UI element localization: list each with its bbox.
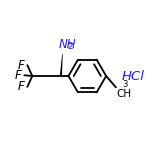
Polygon shape (60, 54, 63, 75)
Text: HCl: HCl (122, 69, 145, 83)
Text: F: F (17, 59, 24, 72)
Text: CH: CH (117, 89, 132, 99)
Text: F: F (17, 80, 24, 93)
Text: F: F (14, 69, 21, 82)
Text: 2: 2 (67, 41, 73, 51)
Text: NH: NH (59, 38, 76, 51)
Text: 3: 3 (122, 79, 128, 88)
